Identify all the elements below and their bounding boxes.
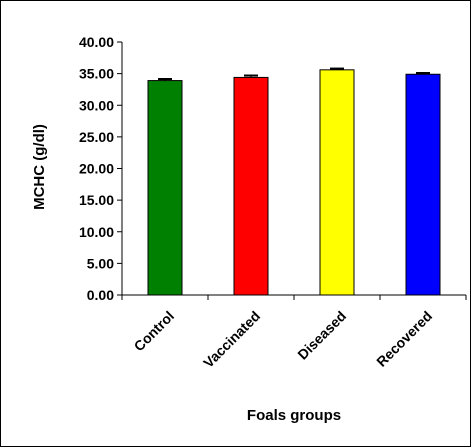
bar-recovered — [405, 73, 441, 296]
y-tick-label: 5.00 — [87, 255, 114, 271]
bar-vaccinated — [233, 76, 269, 296]
x-axis-label: Foals groups — [247, 407, 341, 424]
y-axis-label: MCHC (g/dl) — [31, 124, 48, 210]
y-tick-label: 20.00 — [79, 161, 114, 177]
x-tick-label: Vaccinated — [200, 308, 263, 371]
x-tick-label: Control — [131, 308, 178, 355]
bar-diseased — [319, 69, 355, 296]
y-tick-label: 30.00 — [79, 97, 114, 113]
y-tick-label: 10.00 — [79, 224, 114, 240]
y-tick-label: 25.00 — [79, 129, 114, 145]
y-tick-label: 40.00 — [79, 34, 114, 50]
y-tick-label: 0.00 — [87, 287, 114, 303]
bar-control — [147, 80, 183, 296]
x-tick-label: Diseased — [294, 308, 349, 363]
y-tick-label: 15.00 — [79, 192, 114, 208]
y-tick-label: 35.00 — [79, 66, 114, 82]
x-tick-label: Recovered — [373, 308, 435, 370]
